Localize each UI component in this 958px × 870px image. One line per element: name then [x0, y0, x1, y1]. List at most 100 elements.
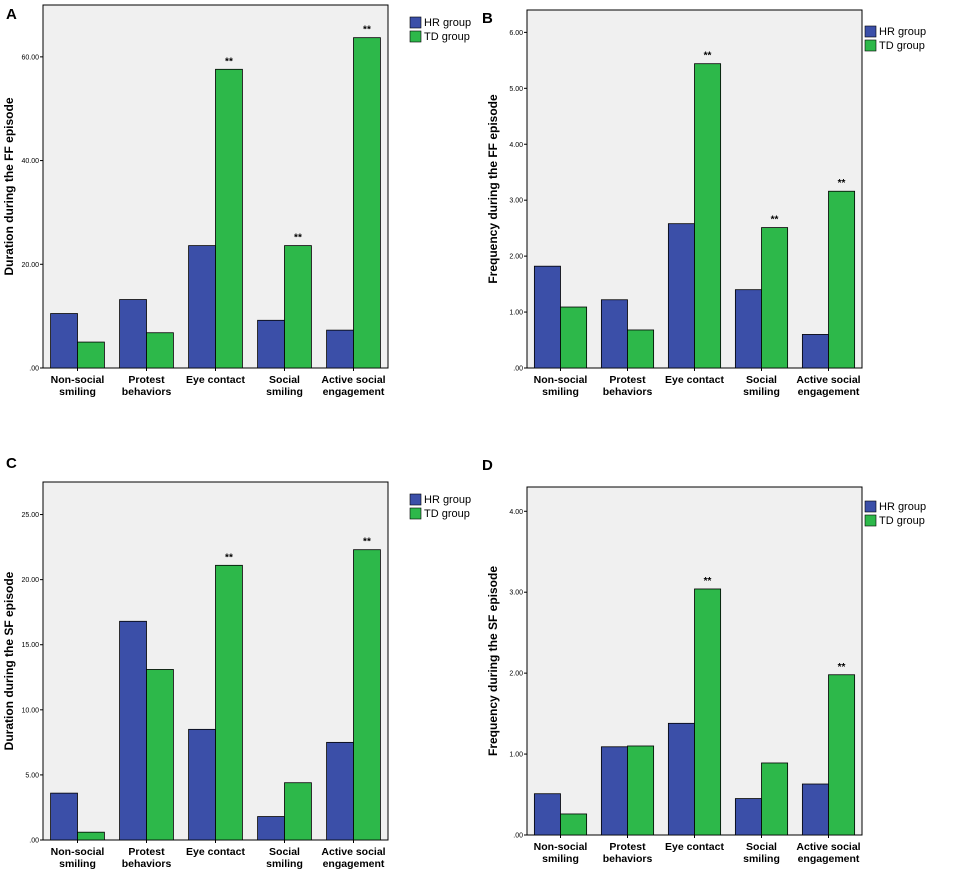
bar-hr — [50, 792, 78, 841]
x-category-label: Non-social smiling — [51, 374, 105, 398]
x-category-label-line: smiling — [266, 386, 303, 398]
x-category-label: Non-social smiling — [51, 846, 105, 870]
y-tick-label: 1.00 — [509, 310, 523, 317]
legend: HR group TD group — [864, 500, 926, 527]
y-tick-label: .00 — [513, 833, 523, 840]
y-axis-label: Duration during the FF episode — [2, 97, 16, 275]
bar-td — [353, 37, 381, 369]
legend: HR group TD group — [864, 25, 926, 52]
y-tick-label: .00 — [513, 366, 523, 373]
x-category-label-line: Active social — [321, 846, 385, 858]
x-category-label-line: Active social — [321, 374, 385, 386]
legend-label: TD group — [879, 515, 925, 527]
bar-td — [694, 63, 722, 369]
significance-marker: ** — [363, 537, 371, 548]
x-category-label-line: Social — [746, 841, 777, 853]
significance-marker: ** — [771, 215, 779, 226]
chart-panel-b: B .00 1.00 2.00 3.00 4.00 5.00 6.00 Frequency du… — [482, 9, 926, 398]
x-category-label: Active social engagement — [796, 841, 860, 865]
y-tick-label: .00 — [29, 838, 39, 845]
x-category-label-line: Eye contact — [186, 374, 245, 386]
y-tick-label: 6.00 — [509, 30, 523, 37]
significance-marker: ** — [704, 51, 712, 62]
legend-swatch-hr — [864, 25, 877, 38]
legend-swatch-hr — [864, 500, 877, 513]
x-category-label-line: Non-social — [534, 374, 588, 386]
bar-td — [77, 341, 105, 369]
chart-panel-d: D .00 1.00 2.00 3.00 4.00 Frequency during the… — [482, 457, 926, 865]
x-category-label-line: Eye contact — [665, 374, 724, 386]
x-category-label-line: smiling — [59, 858, 96, 870]
bar-td — [627, 745, 655, 836]
bar-td — [284, 245, 312, 369]
bar-hr — [257, 319, 285, 369]
x-category-label: Active social engagement — [321, 846, 385, 870]
legend-label: TD group — [424, 508, 470, 520]
y-tick-label: .00 — [29, 366, 39, 373]
x-category-label-line: Eye contact — [665, 841, 724, 853]
y-axis-label: Frequency during the SF episode — [486, 566, 500, 756]
legend: HR group TD group — [409, 16, 471, 43]
bar-td — [761, 762, 789, 836]
legend-swatch-hr — [409, 493, 422, 506]
y-tick-label: 20.00 — [21, 262, 39, 269]
significance-marker: ** — [704, 576, 712, 587]
x-category-label-line: Active social — [796, 841, 860, 853]
x-category-label-line: engagement — [323, 386, 385, 398]
significance-marker: ** — [294, 233, 302, 244]
y-tick-label: 4.00 — [509, 142, 523, 149]
x-category-label-line: Protest — [609, 374, 646, 386]
bar-hr — [600, 746, 628, 836]
y-tick-label: 3.00 — [509, 198, 523, 205]
x-category-label-line: smiling — [59, 386, 96, 398]
legend-swatch-hr — [409, 16, 422, 29]
x-category-label: Eye contact — [665, 374, 724, 386]
bar-td — [761, 227, 789, 369]
y-tick-label: 25.00 — [21, 512, 39, 519]
panel-letter: D — [482, 457, 493, 474]
bar-hr — [801, 783, 829, 836]
x-category-label: Social smiling — [266, 374, 303, 398]
x-category-label-line: engagement — [798, 853, 860, 865]
bar-td — [284, 782, 312, 841]
legend: HR group TD group — [409, 493, 471, 520]
x-category-label: Eye contact — [665, 841, 724, 853]
bar-td — [215, 68, 243, 369]
y-tick-label: 10.00 — [21, 707, 39, 714]
bar-td — [353, 549, 381, 841]
x-category-label-line: behaviors — [603, 386, 653, 398]
bar-hr — [188, 728, 216, 841]
x-category-label-line: Social — [269, 846, 300, 858]
x-category-label: Social smiling — [266, 846, 303, 870]
legend-swatch-td — [864, 514, 877, 527]
x-category-label-line: Non-social — [51, 846, 105, 858]
legend-label: HR group — [424, 17, 471, 29]
x-category-label-line: engagement — [798, 386, 860, 398]
chart-panel-a: A .00 20.00 40.00 60.00 Duration during the F… — [2, 4, 471, 398]
y-tick-label: 4.00 — [509, 509, 523, 516]
legend-label: HR group — [424, 494, 471, 506]
bar-td — [627, 329, 655, 369]
y-tick-label: 15.00 — [21, 642, 39, 649]
bar-td — [828, 674, 856, 836]
legend-swatch-td — [864, 39, 877, 52]
x-category-label: Protest behaviors — [603, 841, 653, 865]
y-tick-label: 60.00 — [21, 54, 39, 61]
x-category-label-line: Non-social — [51, 374, 105, 386]
significance-marker: ** — [225, 552, 233, 563]
bar-hr — [119, 299, 147, 369]
y-axis-label: Frequency during the FF episode — [486, 94, 500, 284]
bar-hr — [533, 793, 561, 836]
x-category-label-line: Active social — [796, 374, 860, 386]
x-category-label-line: Eye contact — [186, 846, 245, 858]
y-tick-label: 5.00 — [25, 772, 39, 779]
x-category-label-line: smiling — [743, 853, 780, 865]
y-tick-label: 2.00 — [509, 254, 523, 261]
x-category-label: Active social engagement — [796, 374, 860, 398]
x-category-label-line: behaviors — [122, 858, 172, 870]
y-tick-label: 1.00 — [509, 752, 523, 759]
x-category-label: Social smiling — [743, 374, 780, 398]
bar-hr — [801, 334, 829, 369]
x-category-label-line: Protest — [609, 841, 646, 853]
x-category-label: Active social engagement — [321, 374, 385, 398]
